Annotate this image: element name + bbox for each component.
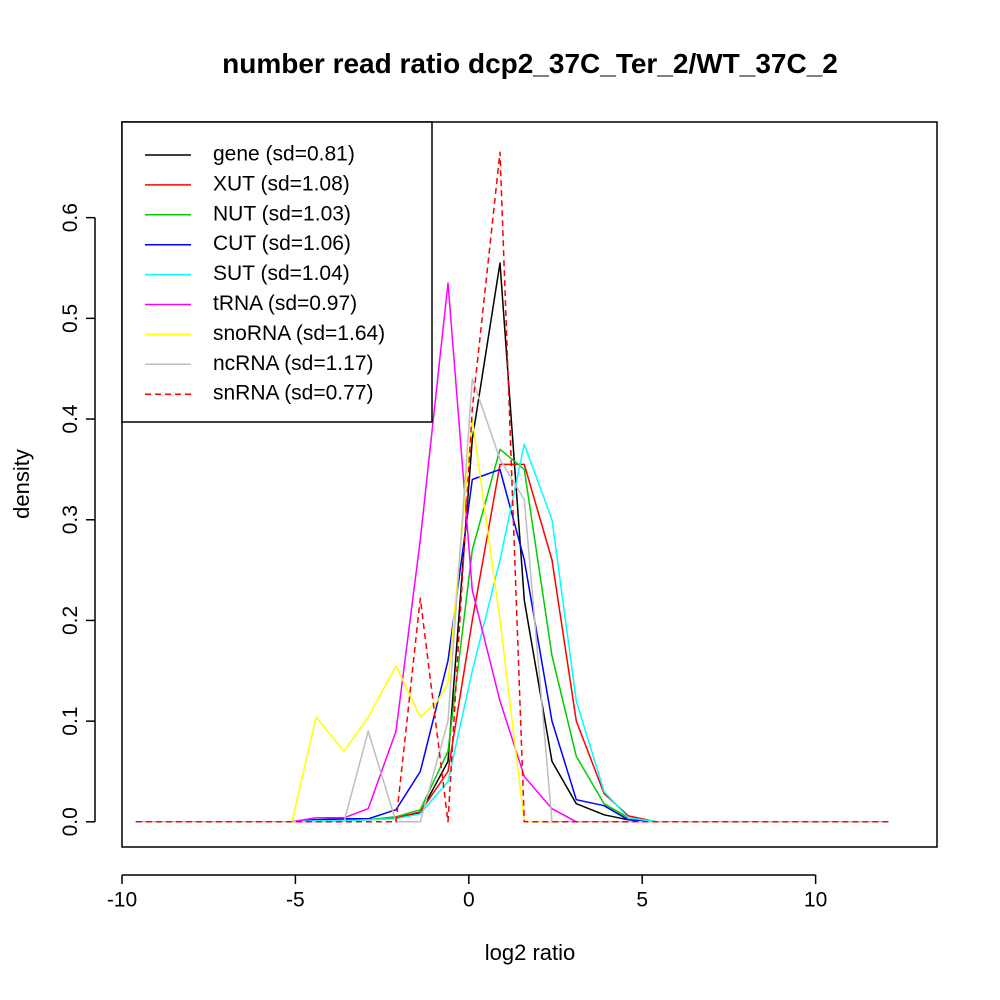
legend-label: gene (sd=0.81) (213, 143, 355, 166)
legend-label: XUT (sd=1.08) (213, 172, 350, 195)
series-line-5 (135, 282, 889, 823)
x-tick-label: 0 (463, 889, 475, 912)
chart-title: number read ratio dcp2_37C_Ter_2/WT_37C_… (222, 48, 838, 79)
legend-label: snRNA (sd=0.77) (213, 382, 374, 405)
series-line-6 (135, 418, 889, 823)
legend-label: snoRNA (sd=1.64) (213, 322, 385, 345)
y-tick-label: 0.3 (59, 505, 82, 534)
y-tick-label: 0.4 (59, 404, 82, 434)
y-tick-label: 0.2 (59, 606, 82, 635)
x-tick-label: -5 (286, 889, 305, 912)
legend-label: NUT (sd=1.03) (213, 202, 351, 225)
x-axis-title: log2 ratio (485, 940, 576, 965)
series-line-7 (135, 378, 889, 823)
y-tick-label: 0.6 (59, 203, 82, 232)
legend-box (121, 121, 433, 423)
y-tick-label: 0.0 (59, 807, 82, 836)
x-tick-label: 10 (804, 889, 827, 912)
x-axis: -10 -5 0 5 10 (107, 874, 827, 912)
x-tick-label: -10 (107, 889, 137, 912)
series-line-4 (135, 443, 889, 823)
legend: gene (sd=0.81) XUT (sd=1.08) NUT (sd=1.03)… (121, 121, 433, 423)
series-line-8 (135, 151, 889, 823)
plot-frame (121, 121, 938, 848)
y-axis-title: density (9, 449, 34, 519)
legend-label: tRNA (sd=0.97) (213, 292, 357, 315)
y-tick-label: 0.1 (59, 706, 82, 735)
legend-label: CUT (sd=1.06) (213, 232, 351, 255)
y-tick-label: 0.5 (59, 304, 82, 333)
series-line-3 (135, 468, 889, 823)
x-tick-label: 5 (636, 889, 648, 912)
series-line-1 (135, 463, 889, 823)
plot-lines (135, 151, 889, 823)
legend-label: ncRNA (sd=1.17) (213, 352, 374, 375)
legend-label: SUT (sd=1.04) (213, 262, 350, 285)
y-axis: 0.0 0.1 0.2 0.3 0.4 0.5 0.6 (59, 203, 96, 836)
